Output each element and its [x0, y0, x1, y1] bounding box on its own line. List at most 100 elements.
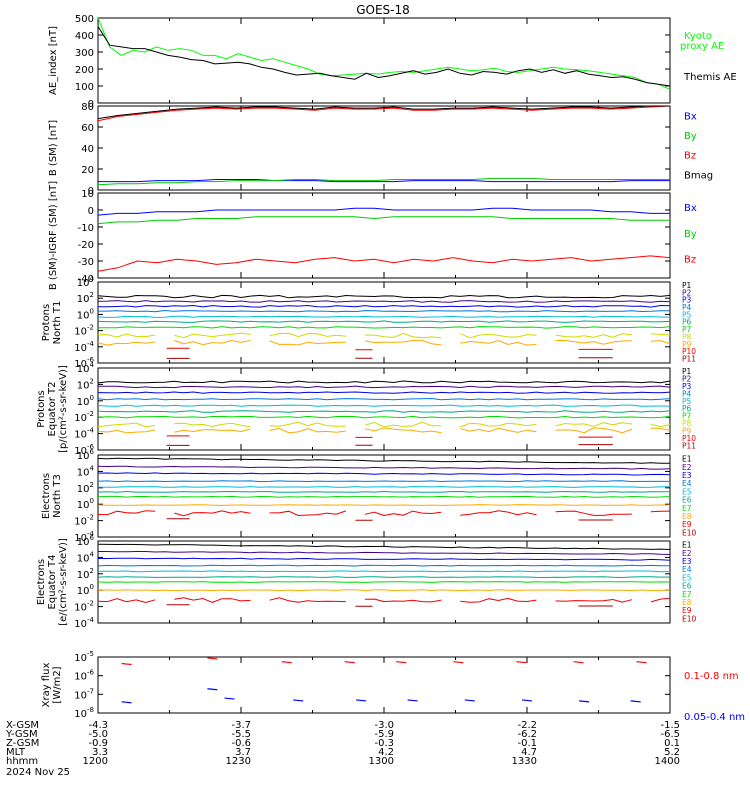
y-tick-label: 200	[75, 65, 94, 76]
y-tick-label: 100	[77, 583, 94, 597]
legend-label: E5	[682, 487, 692, 496]
legend-label: E4	[682, 565, 692, 574]
series-line	[174, 422, 251, 428]
legend-label: P3	[682, 296, 692, 305]
y-tick-label: 60	[81, 123, 94, 134]
series-line	[97, 255, 671, 272]
y-tick-label: 106	[77, 534, 95, 548]
series-e8	[97, 589, 671, 592]
series-p1	[97, 294, 671, 299]
legend-label: E1	[682, 541, 692, 550]
x-column-value: -0.1	[517, 738, 537, 749]
series-line	[650, 427, 671, 431]
y-tick-label: 104	[77, 361, 95, 375]
series-line	[555, 340, 632, 345]
legend-label: Bz	[684, 151, 696, 162]
legend-label: P8	[682, 332, 692, 341]
series-line	[650, 340, 671, 345]
y-tick-label: 80	[81, 102, 94, 113]
series-bmag	[97, 105, 670, 120]
legend-label: P8	[682, 419, 692, 428]
series-line	[269, 421, 346, 427]
series-line	[97, 207, 670, 216]
legend: Bx By Bz Bmag	[684, 112, 713, 182]
series-line	[650, 423, 671, 428]
series-bx	[98, 179, 670, 183]
series-e3	[97, 472, 671, 476]
series-line	[174, 428, 251, 433]
series-p9	[97, 339, 671, 346]
series-line	[460, 340, 537, 346]
flux-mark	[579, 700, 590, 703]
y-tick-label: 10-8	[74, 706, 94, 720]
y-axis-label: Xray flux[W/m2]	[41, 663, 63, 708]
series-line	[97, 294, 671, 299]
y-tick-label: 500	[75, 14, 94, 25]
y-tick-label: 300	[75, 48, 94, 59]
x-column-value: 4.7	[521, 747, 537, 758]
x-column-value: 3.7	[235, 747, 251, 758]
series-line	[98, 309, 670, 313]
flux-mark	[630, 700, 641, 703]
y-tick-label: 10-2	[74, 324, 94, 338]
flux-mark	[636, 661, 647, 664]
series-line	[174, 332, 251, 339]
flux-mark	[516, 661, 527, 664]
series-line	[97, 495, 671, 498]
y-tick-label: 0	[88, 99, 94, 110]
flux-mark	[356, 699, 367, 702]
legend-label: E2	[682, 549, 692, 558]
series-e5	[97, 486, 671, 488]
series-bx	[97, 207, 670, 216]
flux-mark	[207, 657, 218, 660]
panel-7: 10-4 10-2 100 102 104 106 ElectronsEquator T4[…	[36, 534, 697, 630]
y-tick-label: 10-2	[74, 410, 94, 424]
flux-mark	[396, 661, 407, 664]
series-e1	[97, 543, 671, 550]
flux-mark	[121, 662, 132, 666]
legend-label: E7	[682, 590, 692, 599]
series-p1	[97, 380, 671, 384]
x-row-label: Y-GSM	[5, 729, 38, 740]
legend-label: P2	[682, 374, 692, 383]
panel-frame	[97, 367, 671, 451]
legend-label: E8	[682, 512, 692, 521]
series-line	[97, 415, 671, 419]
legend-label: Bz	[684, 255, 696, 266]
x-column-value: 1300	[369, 756, 394, 767]
series-line	[97, 581, 671, 583]
x-column-value: -6.5	[660, 729, 680, 740]
series-line	[97, 404, 671, 407]
series-line	[97, 480, 670, 483]
series-line	[97, 589, 671, 592]
series-e4	[97, 480, 670, 483]
series-line	[269, 427, 346, 434]
y-tick-label: 102	[77, 481, 94, 495]
y-tick-label: 10-2	[74, 600, 94, 614]
series-p2	[97, 300, 671, 303]
series-e9	[97, 597, 671, 604]
series-line	[364, 339, 442, 346]
series-e5	[98, 570, 671, 573]
series-p3	[98, 304, 671, 308]
series-e8	[97, 504, 670, 506]
series-line	[97, 300, 671, 303]
legend-label: P10	[682, 347, 696, 356]
y-axis-label: B (SM)-IGRF (SM) [nT]	[48, 181, 59, 290]
series-line	[555, 598, 633, 603]
series-line	[97, 598, 156, 604]
x-column-value: 1230	[226, 756, 251, 767]
legend-label: P5	[682, 397, 692, 406]
flux-mark	[224, 697, 235, 700]
series-line	[460, 422, 537, 428]
legend: Bx By Bz	[684, 203, 697, 266]
legend-label: E9	[682, 606, 692, 615]
legend-label: E3	[682, 557, 692, 566]
series-p5	[97, 315, 671, 318]
x-row-label: MLT	[6, 747, 26, 758]
legend-label: Bx	[684, 112, 697, 123]
series-line	[97, 465, 671, 470]
